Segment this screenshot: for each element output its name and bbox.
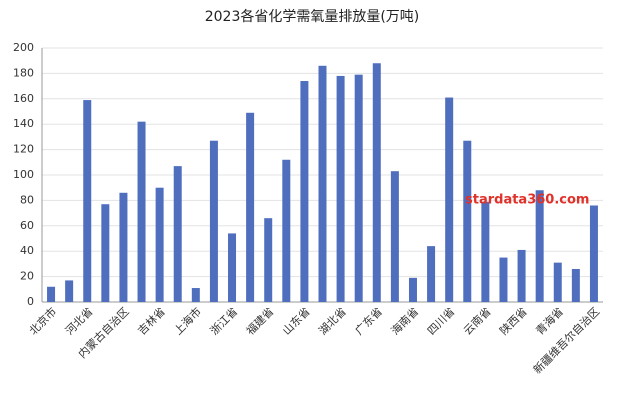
x-tick-label: 青海省: [533, 304, 566, 337]
x-tick-label: 浙江省: [208, 305, 241, 338]
x-tick-label: 河北省: [63, 305, 96, 338]
bar: [65, 280, 74, 302]
bar: [300, 81, 309, 303]
bar: [571, 268, 580, 302]
bar: [535, 190, 544, 302]
bar: [499, 257, 508, 302]
y-tick-label: 200: [13, 41, 34, 54]
bar: [372, 63, 381, 302]
x-tick-label: 广东省: [353, 305, 386, 338]
bar: [589, 205, 598, 302]
bar: [246, 112, 255, 303]
bar: [264, 218, 273, 302]
bar: [209, 140, 218, 302]
x-tick-label: 云南省: [461, 305, 494, 338]
bar: [336, 75, 345, 302]
y-tick-label: 80: [20, 193, 34, 206]
bar: [427, 246, 436, 302]
bar: [101, 204, 110, 302]
bar: [318, 65, 327, 302]
watermark: stardata360.com: [465, 193, 589, 208]
bar: [354, 74, 363, 302]
bar: [119, 192, 128, 302]
y-tick-label: 120: [13, 143, 34, 156]
bar: [463, 140, 472, 302]
bar: [191, 288, 200, 302]
bar: [47, 286, 56, 302]
y-tick-label: 60: [20, 219, 34, 232]
bar: [408, 277, 417, 302]
x-tick-label: 新疆维吾尔自治区: [530, 304, 602, 376]
x-tick-label: 山东省: [280, 305, 313, 338]
x-tick-label: 上海市: [171, 304, 204, 337]
x-tick-label: 湖北省: [316, 305, 349, 338]
bar: [155, 187, 164, 302]
bar: [83, 100, 92, 302]
bar: [137, 121, 146, 302]
y-tick-label: 160: [13, 92, 34, 105]
bar: [282, 159, 291, 302]
x-tick-label: 北京市: [26, 304, 59, 337]
x-tick-label: 海南省: [388, 304, 421, 337]
bar: [445, 97, 454, 302]
bar: [553, 262, 562, 302]
x-tick-label: 陕西省: [497, 304, 530, 337]
bar: [173, 166, 182, 302]
y-tick-label: 100: [13, 168, 34, 181]
bar: [517, 249, 526, 302]
y-tick-label: 0: [27, 295, 34, 308]
x-tick-label: 福建省: [243, 304, 276, 337]
y-tick-label: 140: [13, 117, 34, 130]
bar: [481, 201, 490, 302]
chart-title: 2023各省化学需氧量排放量(万吨): [205, 9, 420, 25]
y-tick-label: 40: [20, 244, 34, 257]
x-tick-label: 吉林省: [135, 304, 168, 337]
bar: [390, 171, 399, 302]
y-tick-label: 20: [20, 270, 34, 283]
y-tick-label: 180: [13, 66, 34, 79]
bar: [228, 233, 237, 302]
x-tick-label: 四川省: [425, 305, 458, 338]
